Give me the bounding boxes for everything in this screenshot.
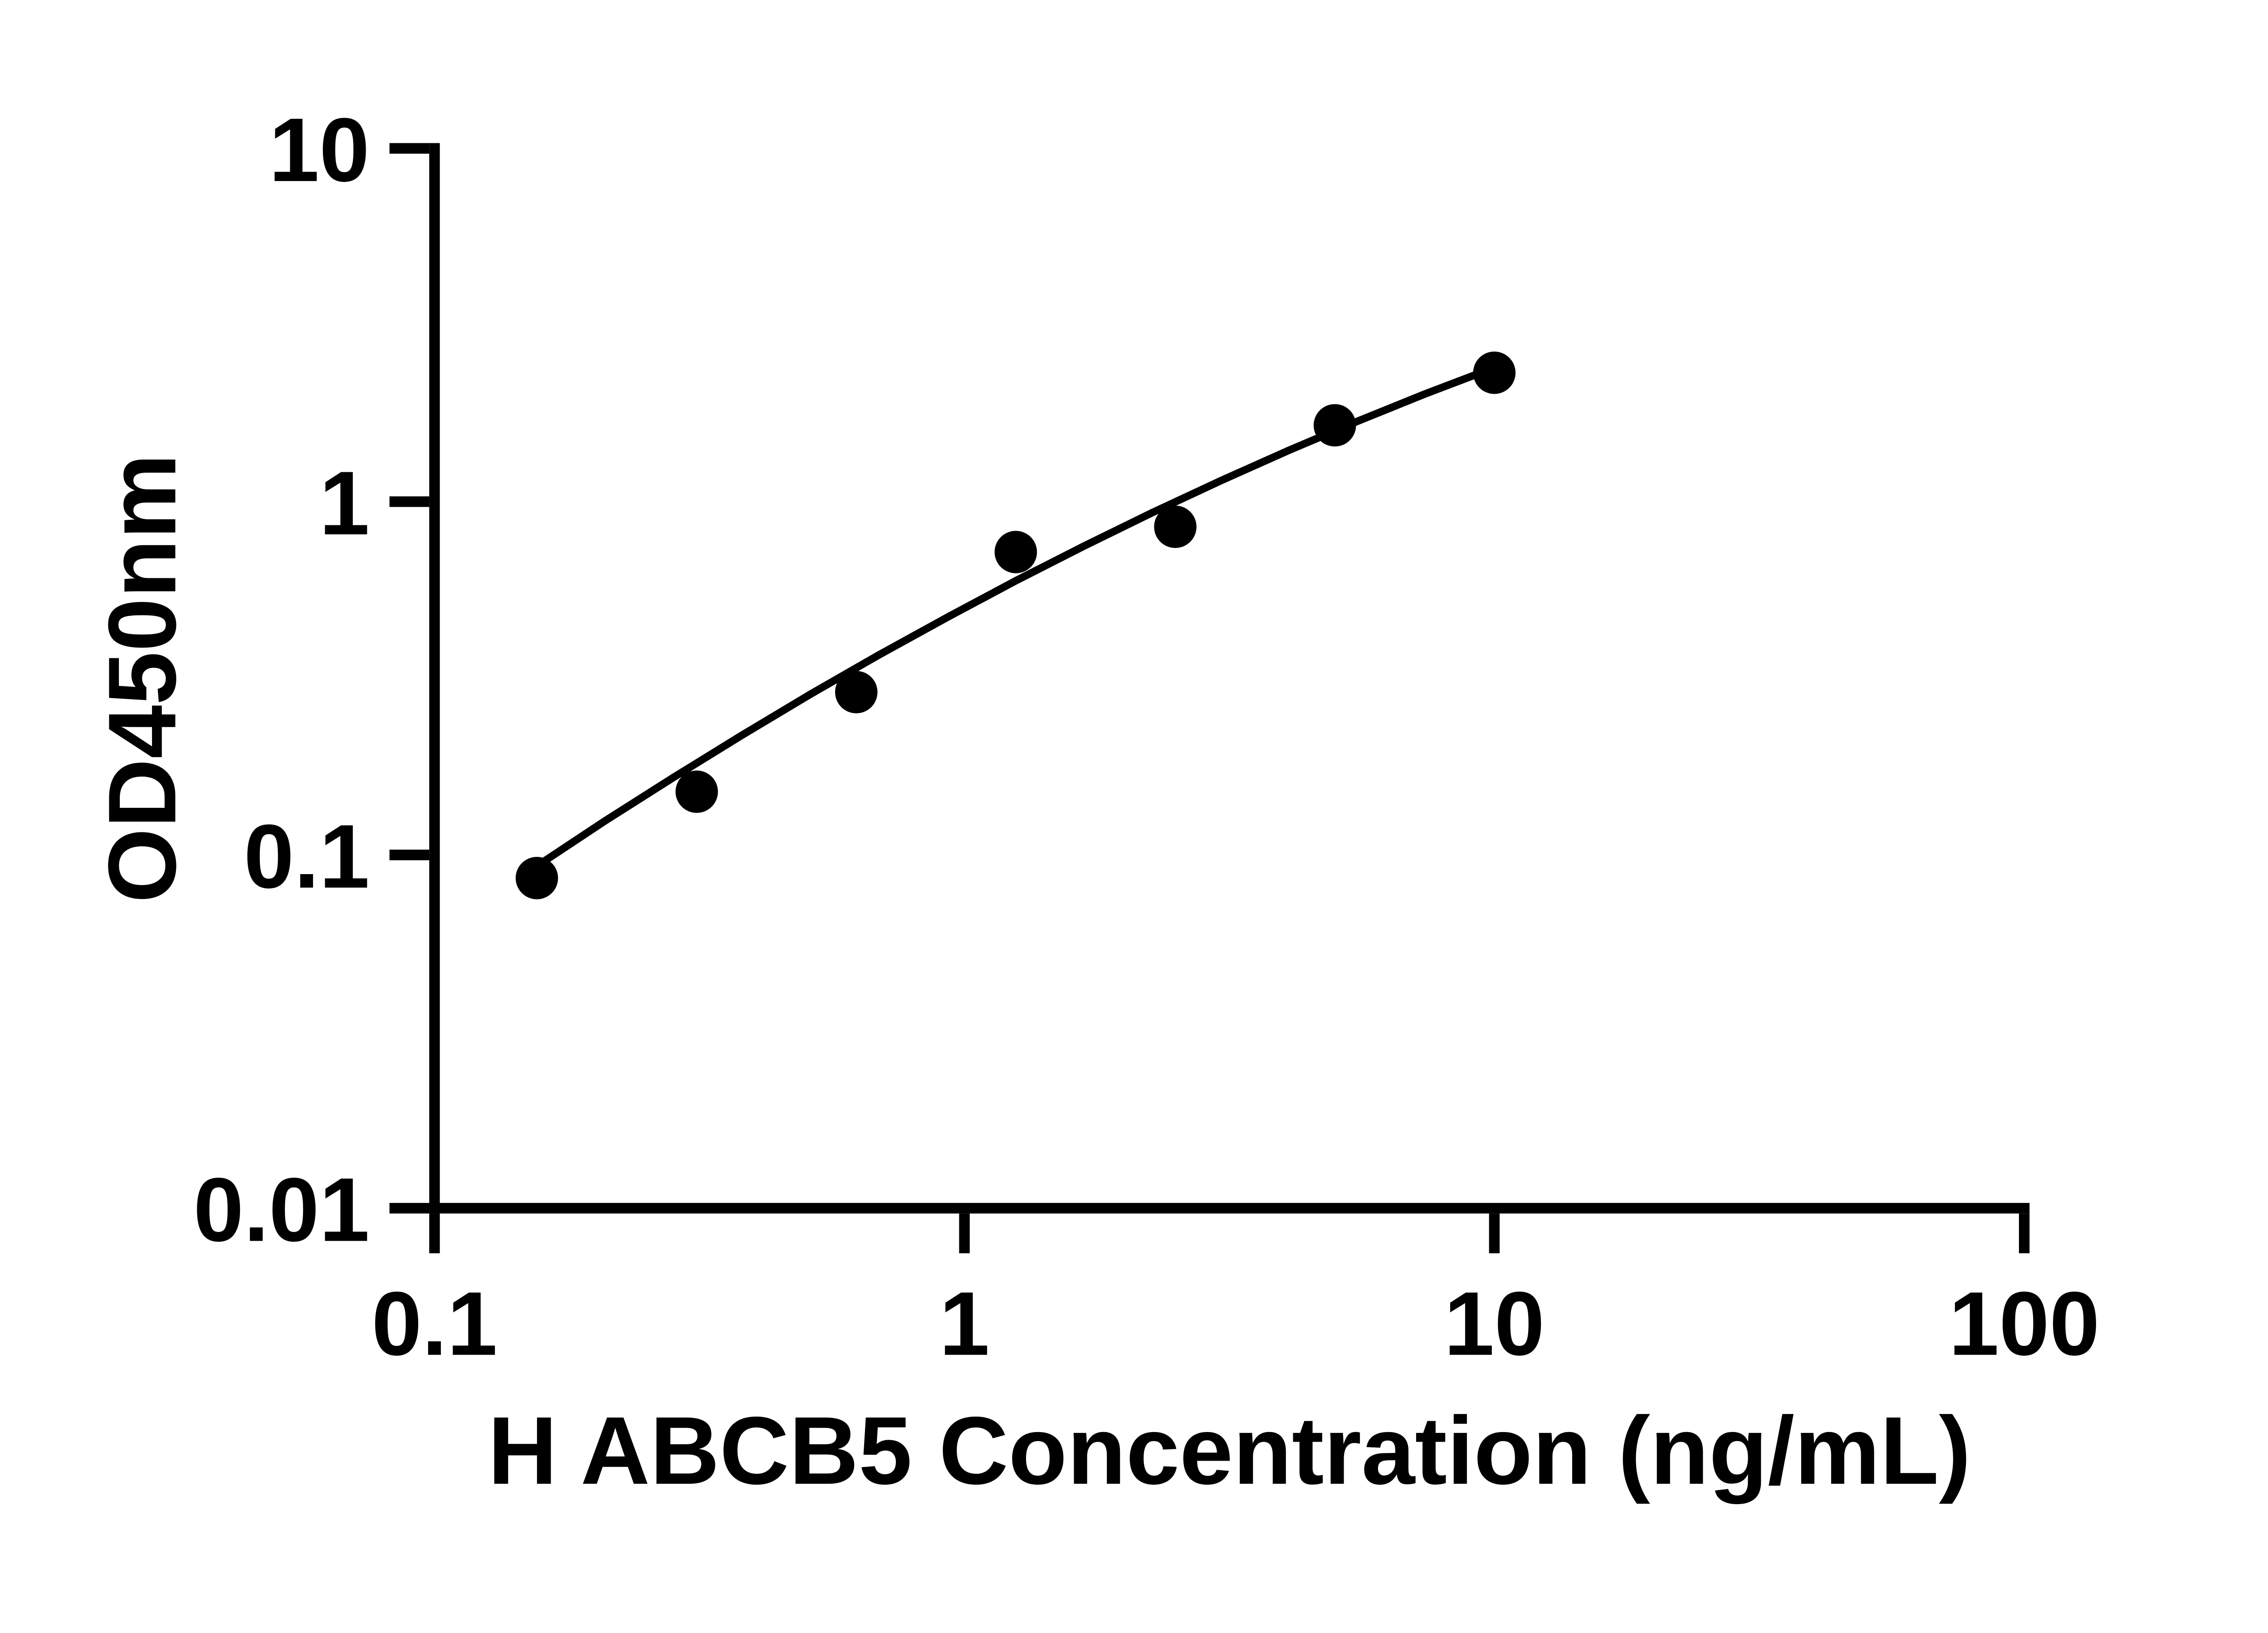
x-tick bbox=[429, 1213, 440, 1253]
x-tick-label: 100 bbox=[1949, 1273, 2100, 1374]
y-tick bbox=[389, 1203, 430, 1214]
y-tick-label: 1 bbox=[319, 453, 370, 554]
data-point bbox=[1154, 505, 1197, 548]
axes bbox=[429, 143, 2030, 1214]
data-point bbox=[1314, 404, 1356, 447]
y-tick-label: 0.1 bbox=[244, 806, 369, 907]
x-tick bbox=[959, 1213, 970, 1253]
axis-ticks bbox=[389, 143, 2030, 1253]
y-tick bbox=[389, 850, 430, 861]
data-point bbox=[515, 857, 558, 900]
y-tick-label: 10 bbox=[269, 99, 370, 200]
data-points bbox=[515, 352, 1516, 900]
x-tick-label: 0.1 bbox=[371, 1273, 497, 1374]
y-tick-label: 0.01 bbox=[193, 1159, 369, 1261]
y-axis-line bbox=[429, 143, 440, 1214]
y-axis-title: OD450nm bbox=[88, 454, 196, 903]
x-tick-label: 10 bbox=[1444, 1273, 1545, 1374]
y-tick bbox=[389, 496, 430, 507]
x-axis-line bbox=[429, 1203, 2030, 1214]
y-tick bbox=[389, 143, 430, 154]
x-tick bbox=[1489, 1213, 1500, 1253]
data-point bbox=[994, 531, 1037, 573]
data-point bbox=[1473, 352, 1516, 394]
x-tick-label: 1 bbox=[939, 1273, 990, 1374]
elisa-standard-curve-figure: 0.01 0.1 1 10 0.1 1 10 100 H ABCB5 Concentratio… bbox=[88, 99, 2100, 1505]
data-point bbox=[675, 770, 718, 813]
x-axis-title: H ABCB5 Concentration (ng/mL) bbox=[488, 1397, 1971, 1504]
data-point bbox=[835, 671, 878, 714]
x-tick bbox=[2019, 1213, 2030, 1253]
